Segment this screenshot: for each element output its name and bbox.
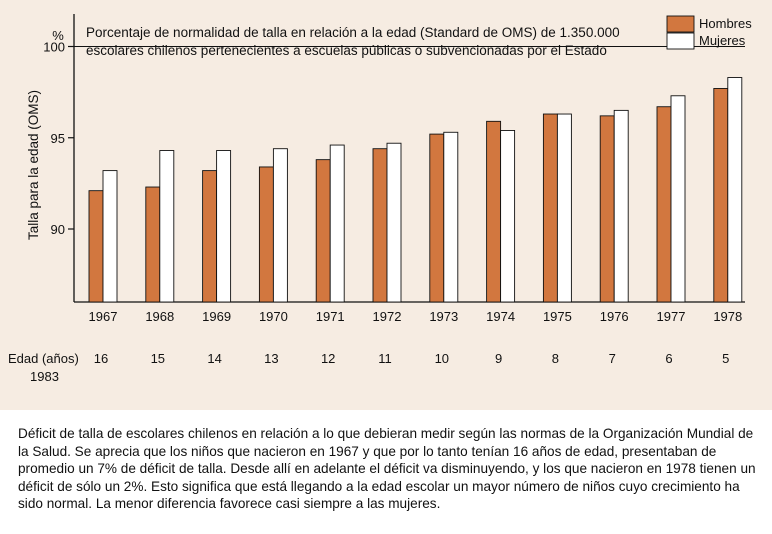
age-value: 14 (207, 351, 221, 366)
bars (88, 77, 743, 303)
bar-mujeres-1975 (556, 113, 572, 303)
age-value: 6 (665, 351, 672, 366)
age-value: 12 (321, 351, 335, 366)
bar-hombres-1975 (542, 113, 558, 303)
x-tick-label: 1969 (202, 309, 231, 324)
x-tick-label: 1971 (316, 309, 345, 324)
bar-mujeres-1970 (272, 148, 288, 303)
legend-swatch-hombres (666, 15, 695, 33)
y-axis-unit: % (52, 28, 64, 43)
y-tick-label: 90 (51, 222, 65, 237)
age-value: 5 (722, 351, 729, 366)
chart-title-line: escolares chilenos pertenecientes a escu… (86, 43, 607, 58)
y-tick-label: 100 (43, 40, 65, 55)
bar-mujeres-1972 (386, 142, 402, 303)
bar-chart: Porcentaje de normalidad de talla en rel… (8, 14, 752, 384)
bar-mujeres-1977 (670, 95, 686, 303)
age-value: 7 (609, 351, 616, 366)
age-value: 8 (552, 351, 559, 366)
bar-mujeres-1971 (329, 144, 345, 303)
bar-hombres-1970 (258, 166, 274, 303)
chart-title-line: Porcentaje de normalidad de talla en rel… (86, 25, 620, 40)
bar-hombres-1968 (145, 186, 161, 303)
x-tick-label: 1974 (486, 309, 515, 324)
x-tick-label: 1967 (89, 309, 118, 324)
legend: Hombres Mujeres (666, 15, 752, 50)
x-tick-label: 1978 (713, 309, 742, 324)
bar-mujeres-1978 (727, 77, 743, 303)
legend-label-mujeres: Mujeres (699, 33, 746, 48)
bar-hombres-1973 (429, 133, 445, 303)
legend-label-hombres: Hombres (699, 16, 752, 31)
chart-title: Porcentaje de normalidad de talla en rel… (86, 25, 620, 58)
age-row-label: Edad (años) 1983 (8, 351, 79, 384)
bar-mujeres-1974 (500, 129, 516, 303)
bar-mujeres-1973 (443, 131, 459, 303)
bar-hombres-1974 (486, 120, 502, 303)
bar-hombres-1978 (713, 88, 729, 303)
y-axis-label: Talla para la edad (OMS) (26, 90, 41, 240)
bar-mujeres-1967 (102, 170, 118, 303)
bar-hombres-1971 (315, 159, 331, 303)
age-row-title: Edad (años) (8, 351, 79, 366)
caption-text: Déficit de talla de escolares chilenos e… (18, 426, 756, 512)
bar-mujeres-1976 (613, 109, 629, 303)
bar-hombres-1967 (88, 190, 104, 303)
x-tick-label: 1972 (373, 309, 402, 324)
bar-hombres-1976 (599, 115, 615, 303)
x-tick-label: 1973 (429, 309, 458, 324)
bar-hombres-1977 (656, 106, 672, 303)
age-value: 15 (151, 351, 165, 366)
age-value: 9 (495, 351, 502, 366)
age-value: 16 (94, 351, 108, 366)
legend-swatch-mujeres (666, 32, 695, 50)
y-axis: 100 95 90 (43, 14, 745, 303)
x-tick-label: 1976 (600, 309, 629, 324)
bar-hombres-1969 (202, 170, 218, 303)
chart-panel: Porcentaje de normalidad de talla en rel… (0, 0, 772, 410)
age-value: 13 (264, 351, 278, 366)
x-tick-label: 1977 (657, 309, 686, 324)
age-value: 10 (435, 351, 449, 366)
age-value: 11 (378, 351, 392, 366)
y-tick-label: 95 (51, 131, 65, 146)
age-row-year: 1983 (30, 369, 59, 384)
age-row-values: 16 15 14 13 12 11 10 9 8 7 6 5 (94, 351, 730, 366)
bar-mujeres-1969 (216, 150, 232, 303)
x-tick-label: 1975 (543, 309, 572, 324)
x-axis-tick-labels: 1967 1968 1969 1970 1971 1972 1973 1974 1975 1976… (89, 309, 743, 324)
x-tick-label: 1970 (259, 309, 288, 324)
bar-hombres-1972 (372, 148, 388, 303)
x-tick-label: 1968 (145, 309, 174, 324)
bar-mujeres-1968 (159, 150, 175, 303)
